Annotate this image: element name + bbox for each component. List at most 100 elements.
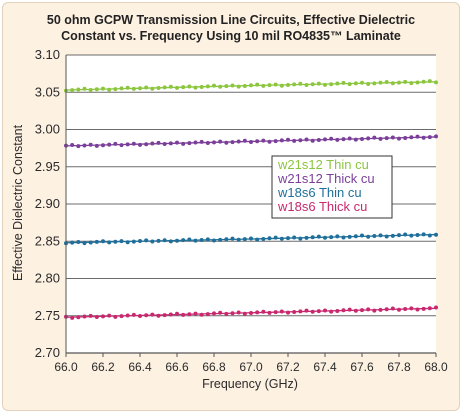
data-point (403, 232, 408, 237)
data-point (329, 136, 334, 141)
data-point (70, 142, 75, 147)
data-point (168, 141, 173, 146)
data-point (82, 143, 87, 148)
data-point (255, 310, 260, 315)
data-point (150, 312, 155, 317)
data-point (409, 135, 414, 140)
data-point (279, 138, 284, 143)
data-point (434, 134, 438, 139)
data-point (310, 138, 315, 143)
data-point (427, 135, 432, 140)
data-point (298, 309, 303, 314)
data-point (175, 85, 179, 90)
data-point (347, 234, 352, 239)
data-point (199, 238, 204, 243)
data-point (150, 239, 155, 244)
data-point (193, 140, 198, 145)
data-point (409, 306, 414, 311)
data-point (267, 83, 272, 88)
data-point (427, 79, 432, 84)
x-tick-label: 67.8 (387, 360, 411, 374)
data-point (113, 314, 118, 319)
axes: 3.10 3.05 3.00 2.95 2.90 2.85 2.80 2.75 2.7066.0… (35, 47, 448, 374)
data-point (113, 141, 118, 146)
data-point (273, 235, 278, 240)
data-point (107, 142, 112, 147)
data-point (255, 82, 260, 87)
data-point (323, 82, 327, 87)
y-tick-label: 2.90 (35, 196, 60, 211)
data-point (366, 234, 371, 239)
data-point (199, 139, 204, 144)
data-point (298, 236, 303, 241)
data-point (119, 314, 124, 319)
data-point (218, 139, 223, 144)
data-point (372, 234, 377, 239)
data-point (162, 313, 167, 318)
data-point (434, 232, 438, 237)
data-point (415, 80, 420, 85)
data-point (366, 307, 371, 312)
data-point (279, 309, 284, 314)
data-point (218, 84, 223, 89)
data-point (421, 306, 426, 311)
data-point (70, 88, 75, 93)
data-point (409, 233, 414, 238)
data-point (316, 234, 321, 239)
data-point (347, 82, 352, 87)
data-point (175, 140, 179, 145)
data-point (397, 80, 401, 85)
data-point (150, 141, 155, 146)
data-point (113, 239, 118, 244)
data-point (212, 238, 216, 243)
data-point (187, 84, 192, 89)
data-point (341, 235, 346, 240)
data-point (403, 79, 408, 84)
series-2 (64, 134, 438, 149)
data-point (131, 312, 136, 317)
data-point (82, 314, 87, 319)
data-point (292, 82, 297, 87)
data-point (156, 313, 161, 318)
data-point (199, 84, 204, 89)
data-point (378, 307, 383, 312)
x-tick-label: 66.0 (54, 360, 78, 374)
data-point (298, 138, 303, 143)
data-point (310, 309, 315, 314)
data-point (415, 307, 420, 312)
data-point (261, 236, 266, 241)
data-point (341, 137, 346, 142)
data-point (193, 238, 198, 243)
data-point (249, 83, 253, 88)
data-point (335, 308, 340, 313)
data-point (205, 237, 210, 242)
data-point (366, 136, 371, 141)
data-point (384, 234, 389, 239)
data-point (329, 82, 334, 87)
data-point (156, 140, 161, 145)
data-point (70, 315, 75, 320)
data-point (94, 87, 99, 92)
data-point (279, 236, 284, 241)
data-point (101, 239, 105, 244)
data-point (310, 82, 315, 87)
data-point (162, 142, 167, 147)
data-point (113, 87, 118, 92)
data-point (144, 142, 149, 147)
data-point (353, 234, 358, 239)
data-point (218, 237, 223, 242)
data-point (378, 136, 383, 141)
data-point (205, 140, 210, 145)
series-4 (64, 305, 438, 320)
data-point (230, 311, 235, 316)
data-point (94, 239, 99, 244)
data-point (94, 143, 99, 148)
data-point (384, 136, 389, 141)
data-point (181, 238, 186, 243)
data-point (360, 80, 364, 85)
data-point (193, 85, 198, 90)
data-point (224, 84, 229, 89)
data-point (218, 310, 223, 315)
